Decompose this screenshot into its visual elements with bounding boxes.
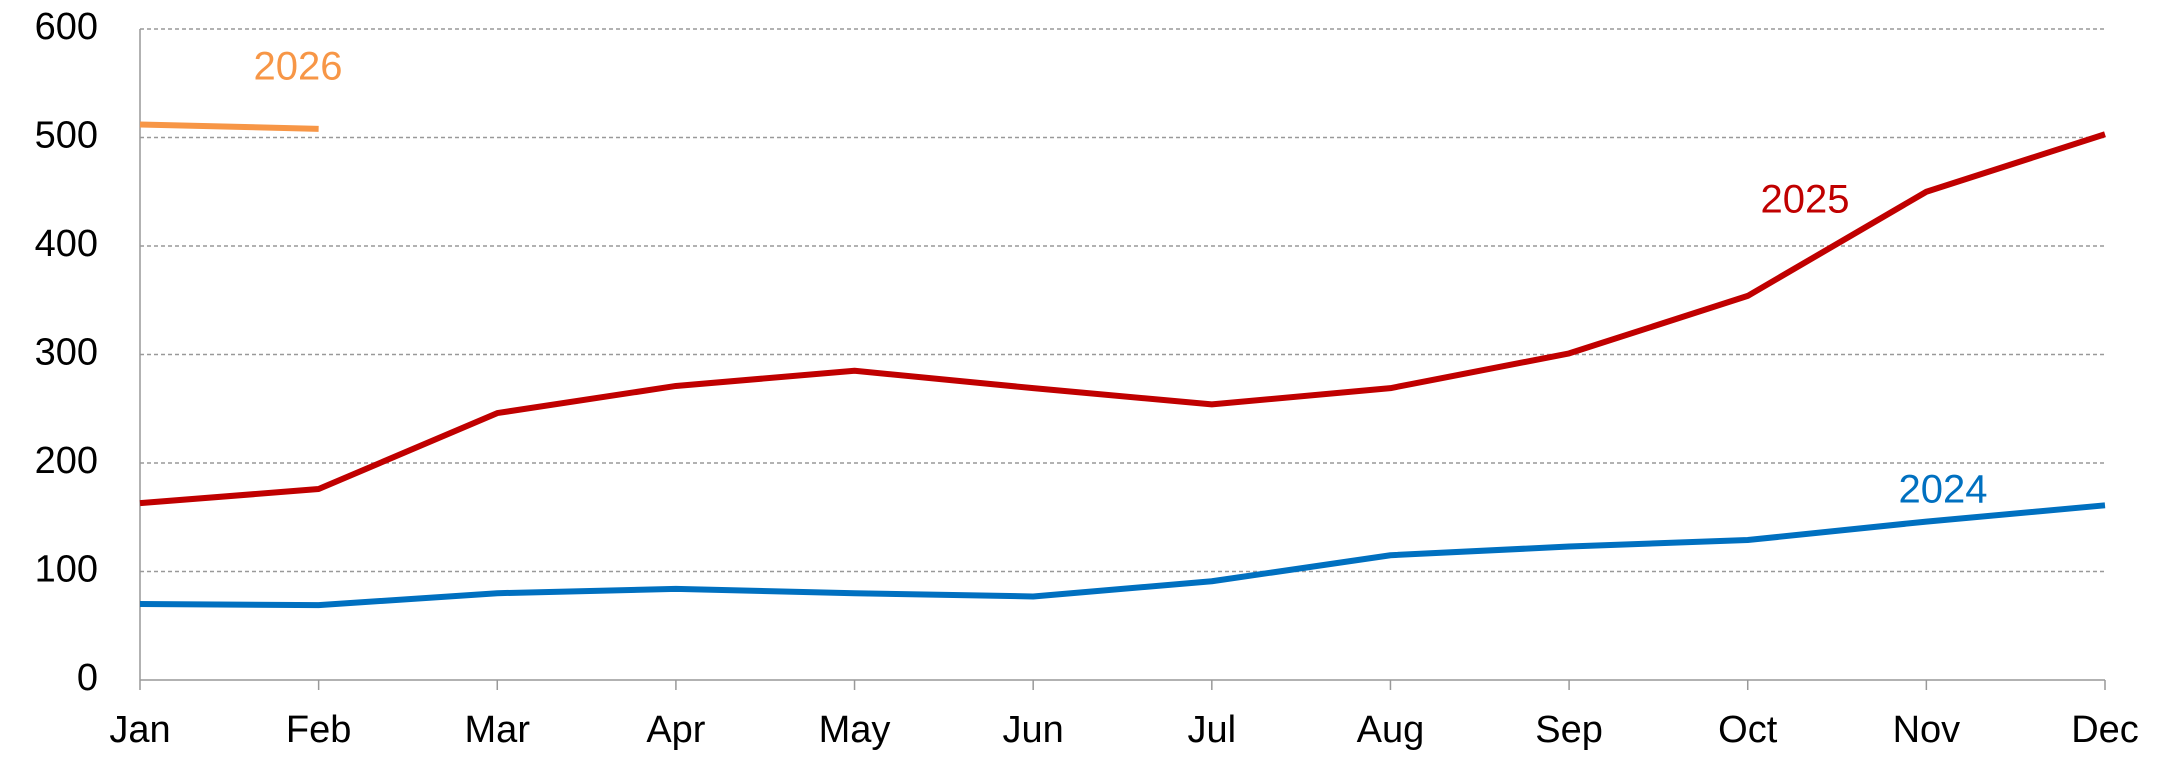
y-tick-label: 500 xyxy=(35,115,98,157)
y-tick-label: 400 xyxy=(35,223,98,265)
x-tick-label: Jan xyxy=(109,709,170,751)
x-tick-label: Jul xyxy=(1188,709,1237,751)
x-tick-label: Dec xyxy=(2071,709,2139,751)
x-tick-label: Mar xyxy=(465,709,531,751)
y-tick-label: 600 xyxy=(35,6,98,48)
y-tick-label: 200 xyxy=(35,440,98,482)
series-label: 2026 xyxy=(254,45,343,89)
x-tick-label: May xyxy=(819,709,891,751)
x-tick-label: Sep xyxy=(1535,709,1603,751)
x-tick-label: Jun xyxy=(1003,709,1064,751)
x-tick-label: Aug xyxy=(1357,709,1425,751)
y-tick-label: 300 xyxy=(35,332,98,374)
series-label: 2024 xyxy=(1899,468,1988,512)
y-tick-label: 0 xyxy=(77,657,98,699)
series-line xyxy=(139,131,2106,507)
x-tick-label: Apr xyxy=(646,709,705,751)
y-tick-label: 100 xyxy=(35,549,98,591)
series-line xyxy=(139,502,2106,609)
x-tick-label: Nov xyxy=(1893,709,1961,751)
x-tick-label: Oct xyxy=(1718,709,1778,751)
series-line xyxy=(139,121,319,132)
x-tick-label: Feb xyxy=(286,709,351,751)
series-label: 2025 xyxy=(1761,178,1850,222)
